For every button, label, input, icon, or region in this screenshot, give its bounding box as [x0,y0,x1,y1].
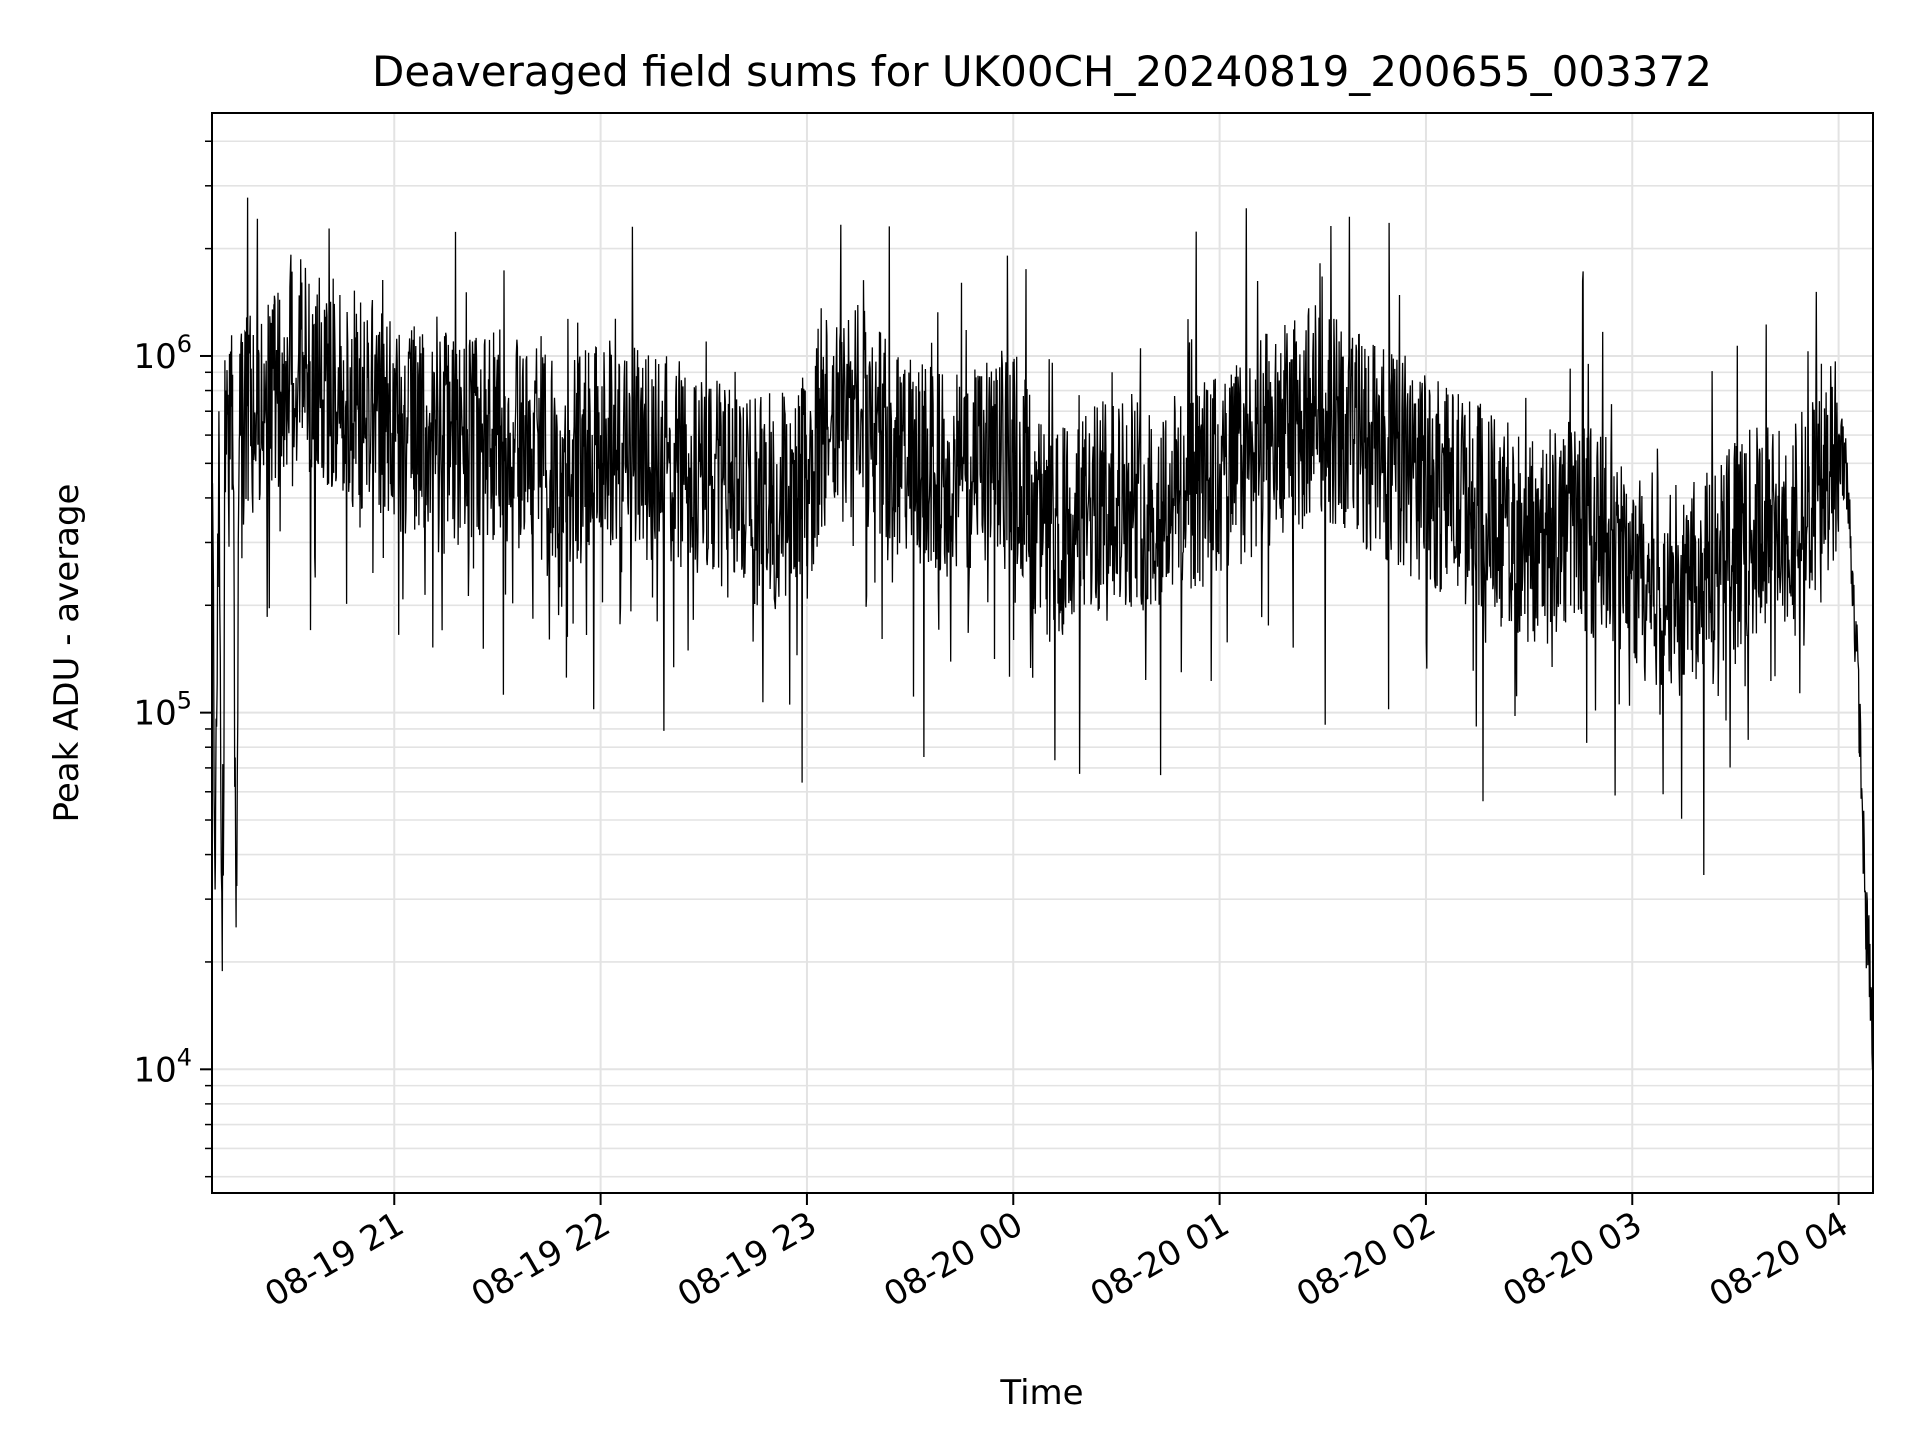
y-tick-label: 104 [133,1043,192,1090]
y-tick-label-exponent: 6 [177,330,192,358]
y-tick-label-base: 10 [133,1050,176,1090]
chart-title: Deaveraged field sums for UK00CH_2024081… [372,47,1712,96]
y-tick-label-exponent: 5 [177,687,192,715]
plot-frame [211,112,1874,1194]
series-line-0 [211,197,1874,1070]
y-tick-label-base: 10 [133,694,176,734]
y-tick-label: 105 [133,687,192,734]
x-axis-label: Time [999,1373,1083,1413]
y-tick-label: 106 [133,330,192,377]
y-axis-label: Peak ADU - average [47,484,87,823]
y-tick-label-base: 10 [133,337,176,377]
y-tick-label-exponent: 4 [177,1043,192,1071]
data-series [211,197,1874,1070]
grid [212,113,1873,1193]
